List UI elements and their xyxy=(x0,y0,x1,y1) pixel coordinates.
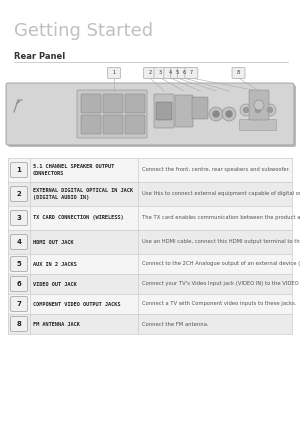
Bar xyxy=(8,206,292,230)
FancyBboxPatch shape xyxy=(11,317,28,331)
Circle shape xyxy=(240,104,252,116)
FancyBboxPatch shape xyxy=(170,67,184,78)
FancyBboxPatch shape xyxy=(239,120,277,131)
FancyBboxPatch shape xyxy=(177,67,190,78)
FancyBboxPatch shape xyxy=(8,85,296,147)
Text: 1: 1 xyxy=(112,70,116,75)
Text: Connect the front, centre, rear speakers and subwoofer.: Connect the front, centre, rear speakers… xyxy=(142,168,290,173)
FancyBboxPatch shape xyxy=(103,115,123,134)
Circle shape xyxy=(264,104,276,116)
Circle shape xyxy=(256,107,260,112)
Circle shape xyxy=(244,107,248,112)
FancyBboxPatch shape xyxy=(11,296,28,312)
Text: 8: 8 xyxy=(16,321,21,327)
Text: 5.1 CHANNEL SPEAKER OUTPUT
CONNECTORS: 5.1 CHANNEL SPEAKER OUTPUT CONNECTORS xyxy=(33,164,114,176)
Text: 3: 3 xyxy=(159,70,162,75)
FancyBboxPatch shape xyxy=(249,90,269,120)
Text: 4: 4 xyxy=(169,70,172,75)
Circle shape xyxy=(222,107,236,121)
Text: The TX card enables communication between the product and the optional wireless : The TX card enables communication betwee… xyxy=(142,216,300,221)
FancyBboxPatch shape xyxy=(11,234,28,250)
FancyBboxPatch shape xyxy=(143,67,157,78)
FancyBboxPatch shape xyxy=(164,67,177,78)
Text: 7: 7 xyxy=(190,70,193,75)
FancyBboxPatch shape xyxy=(175,95,193,127)
Text: Getting Started: Getting Started xyxy=(14,22,153,40)
Circle shape xyxy=(209,107,223,121)
Text: 5: 5 xyxy=(176,70,178,75)
FancyBboxPatch shape xyxy=(125,94,145,113)
Text: 2: 2 xyxy=(148,70,152,75)
FancyBboxPatch shape xyxy=(81,115,101,134)
Text: 6: 6 xyxy=(16,281,21,287)
Bar xyxy=(8,314,292,334)
Text: 6: 6 xyxy=(182,70,185,75)
FancyBboxPatch shape xyxy=(192,97,208,119)
FancyBboxPatch shape xyxy=(156,102,172,120)
FancyBboxPatch shape xyxy=(185,67,198,78)
Text: Use an HDMI cable, connect this HDMI output terminal to the HDMI input terminal : Use an HDMI cable, connect this HDMI out… xyxy=(142,240,300,245)
Text: Connect the FM antenna.: Connect the FM antenna. xyxy=(142,322,208,327)
Text: COMPONENT VIDEO OUTPUT JACKS: COMPONENT VIDEO OUTPUT JACKS xyxy=(33,301,121,306)
Text: 5: 5 xyxy=(16,261,21,267)
FancyBboxPatch shape xyxy=(154,94,174,128)
Text: TX CARD CONNECTION (WIRELESS): TX CARD CONNECTION (WIRELESS) xyxy=(33,216,124,221)
FancyBboxPatch shape xyxy=(11,210,28,226)
Circle shape xyxy=(254,100,264,110)
Text: Rear Panel: Rear Panel xyxy=(14,52,65,61)
Text: FM ANTENNA JACK: FM ANTENNA JACK xyxy=(33,322,80,327)
Text: 3: 3 xyxy=(16,215,21,221)
FancyBboxPatch shape xyxy=(77,90,147,138)
Text: HDMI OUT JACK: HDMI OUT JACK xyxy=(33,240,74,245)
FancyBboxPatch shape xyxy=(125,115,145,134)
FancyBboxPatch shape xyxy=(154,67,167,78)
Text: AUX IN 2 JACKS: AUX IN 2 JACKS xyxy=(33,261,77,266)
Bar xyxy=(8,182,292,206)
Circle shape xyxy=(268,107,272,112)
Bar xyxy=(8,254,292,274)
FancyBboxPatch shape xyxy=(232,67,245,78)
Text: Connect to the 2CH Analogue output of an external device (such as a VCR).: Connect to the 2CH Analogue output of an… xyxy=(142,261,300,266)
Circle shape xyxy=(252,104,264,116)
Bar xyxy=(8,294,292,314)
Bar xyxy=(8,230,292,254)
Text: 4: 4 xyxy=(16,239,22,245)
Text: 8: 8 xyxy=(237,70,240,75)
Text: EXTERNAL DIGITAL OPTICAL IN JACK
(DIGITAL AUDIO IN): EXTERNAL DIGITAL OPTICAL IN JACK (DIGITA… xyxy=(33,189,133,200)
Text: VIDEO OUT JACK: VIDEO OUT JACK xyxy=(33,282,77,287)
FancyBboxPatch shape xyxy=(11,256,28,272)
Text: 7: 7 xyxy=(16,301,21,307)
FancyBboxPatch shape xyxy=(81,94,101,113)
Text: 2: 2 xyxy=(16,191,21,197)
Circle shape xyxy=(213,111,219,117)
Text: Use this to connect external equipment capable of digital output.: Use this to connect external equipment c… xyxy=(142,192,300,197)
Text: 1: 1 xyxy=(16,167,21,173)
FancyBboxPatch shape xyxy=(11,163,28,178)
FancyBboxPatch shape xyxy=(103,94,123,113)
FancyBboxPatch shape xyxy=(107,67,121,78)
FancyBboxPatch shape xyxy=(11,277,28,291)
Circle shape xyxy=(226,111,232,117)
Bar xyxy=(8,274,292,294)
Text: Connect your TV's Video Input jack (VIDEO IN) to the VIDEO OUT jack.: Connect your TV's Video Input jack (VIDE… xyxy=(142,282,300,287)
Bar xyxy=(8,158,292,182)
Text: Connect a TV with Component video inputs to these jacks.: Connect a TV with Component video inputs… xyxy=(142,301,296,306)
FancyBboxPatch shape xyxy=(11,187,28,202)
FancyBboxPatch shape xyxy=(6,83,294,145)
